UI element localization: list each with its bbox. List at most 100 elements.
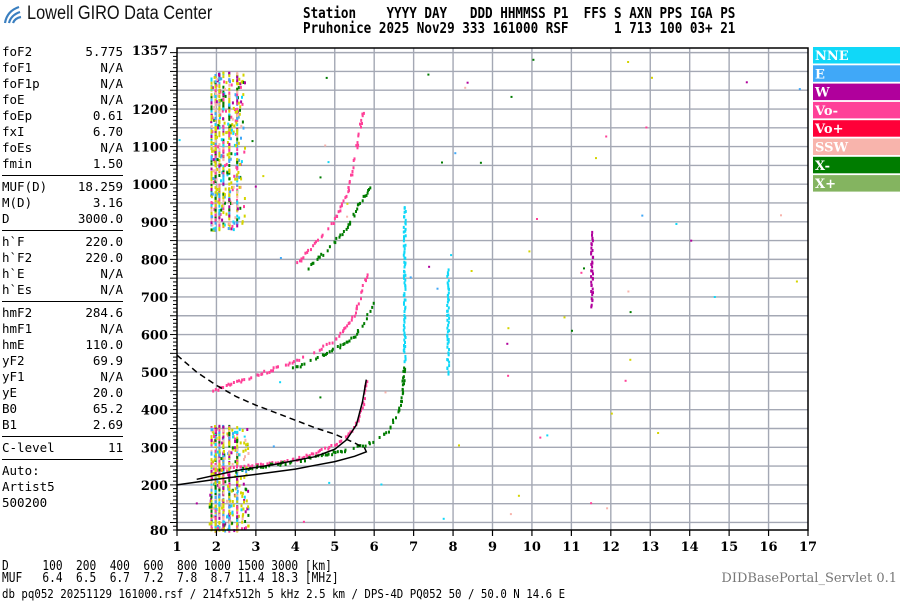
- echo-point: [348, 180, 351, 183]
- echo-point: [214, 135, 217, 139]
- echo-point: [246, 507, 249, 511]
- echo-point: [247, 524, 250, 528]
- echo-point: [240, 100, 243, 104]
- echo-point: [219, 116, 221, 120]
- echo-point: [257, 373, 260, 377]
- echo-point: [222, 204, 225, 208]
- echo-point: [218, 193, 221, 197]
- noise-point: [428, 265, 431, 268]
- echo-point: [210, 95, 213, 99]
- echo-point: [230, 181, 233, 185]
- echo-point: [353, 314, 356, 318]
- echo-point: [228, 468, 231, 472]
- echo-point: [210, 173, 213, 176]
- echo-point: [234, 448, 237, 452]
- echo-point: [228, 94, 231, 98]
- echo-point: [378, 436, 381, 439]
- divider: [2, 301, 123, 302]
- echo-point: [215, 436, 218, 440]
- echo-point: [236, 461, 239, 465]
- echo-point: [217, 94, 220, 98]
- param-row: foEp 0.61: [2, 108, 123, 124]
- echo-point: [446, 342, 449, 346]
- echo-point: [228, 455, 231, 459]
- echo-point: [217, 145, 220, 149]
- echo-point: [403, 333, 406, 337]
- echo-point: [448, 329, 451, 333]
- echo-point: [389, 425, 392, 429]
- legend-swatch: [813, 83, 900, 101]
- echo-point: [232, 79, 235, 83]
- echo-point: [247, 447, 250, 450]
- noise-point: [745, 81, 748, 84]
- echo-point: [242, 449, 245, 453]
- echo-point: [227, 484, 230, 488]
- echo-point: [214, 215, 217, 219]
- echo-point: [228, 78, 231, 82]
- echo-point: [369, 309, 372, 313]
- echo-point: [230, 202, 232, 205]
- echo-point: [232, 432, 234, 436]
- echo-point: [262, 463, 265, 467]
- echo-point: [338, 440, 341, 444]
- param-row: foF1p N/A: [2, 76, 123, 92]
- echo-point: [239, 105, 242, 109]
- echo-point: [313, 241, 316, 245]
- echo-point: [228, 462, 231, 466]
- echo-point: [261, 372, 264, 376]
- echo-point: [241, 517, 244, 521]
- echo-point: [404, 341, 406, 344]
- echo-point: [403, 269, 405, 273]
- echo-point: [214, 525, 217, 529]
- echo-point: [232, 466, 235, 469]
- echo-point: [328, 445, 331, 449]
- auto-version: 500200: [2, 495, 48, 510]
- echo-point: [446, 318, 449, 322]
- header-labels: Station YYYY DAY DDD HHMMSS P1 FFS S AXN…: [303, 4, 736, 22]
- echo-point: [246, 442, 249, 446]
- echo-point: [228, 87, 231, 91]
- echo-point: [246, 428, 249, 431]
- legend-label: X+: [815, 177, 836, 192]
- echo-point: [214, 98, 217, 102]
- echo-point: [222, 170, 225, 174]
- echo-point: [231, 202, 234, 205]
- echo-point: [236, 499, 239, 503]
- echo-point: [228, 128, 231, 132]
- echo-point: [403, 382, 405, 386]
- echo-point: [222, 443, 225, 447]
- echo-point: [214, 85, 217, 89]
- echo-point: [217, 388, 220, 392]
- echo-point: [318, 449, 321, 453]
- echo-point: [237, 514, 240, 518]
- echo-point: [360, 118, 363, 122]
- echo-point: [228, 148, 231, 152]
- echo-point: [331, 453, 334, 457]
- echo-point: [231, 224, 234, 228]
- echo-point: [218, 453, 221, 457]
- echo-point: [366, 313, 369, 317]
- echo-point: [222, 459, 225, 463]
- echo-point: [210, 499, 213, 503]
- noise-point: [319, 176, 322, 179]
- echo-point: [218, 98, 221, 102]
- echo-point: [590, 275, 593, 279]
- echo-point: [218, 208, 221, 212]
- echo-point: [448, 316, 451, 320]
- echo-point: [228, 487, 231, 491]
- echo-point: [351, 170, 354, 173]
- echo-point: [335, 236, 338, 240]
- echo-point: [214, 489, 217, 493]
- noise-point: [713, 296, 716, 298]
- echo-point: [339, 346, 342, 350]
- echo-point: [228, 164, 231, 167]
- legend-label: SSW: [815, 141, 848, 156]
- echo-point: [353, 157, 356, 161]
- echo-point: [210, 485, 213, 489]
- echo-point: [221, 386, 223, 390]
- echo-point: [447, 273, 450, 277]
- echo-point: [590, 242, 593, 246]
- echo-point: [251, 464, 254, 468]
- echo-point: [446, 304, 449, 307]
- echo-point: [231, 513, 234, 517]
